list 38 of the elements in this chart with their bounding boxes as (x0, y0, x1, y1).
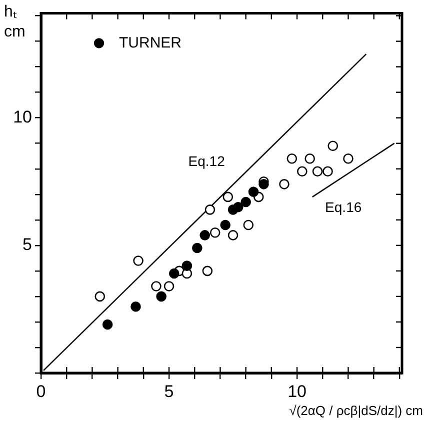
point (286, 154, 298, 164)
point (164, 281, 174, 292)
point (243, 220, 254, 230)
point (130, 302, 141, 312)
point (343, 154, 354, 164)
point (220, 220, 230, 230)
x-tick-label: 0 (36, 382, 46, 401)
point (248, 186, 259, 197)
series-label: Eq.16 (325, 198, 362, 215)
point (102, 319, 113, 330)
point (182, 260, 192, 271)
point (312, 166, 323, 177)
point (297, 166, 308, 177)
x-axis-title: √(2αQ / ρcβ|dS/dz|) cm (289, 403, 423, 418)
point (204, 204, 216, 215)
point (200, 230, 210, 240)
legend-label: TURNER (119, 34, 182, 52)
point (232, 202, 244, 212)
point (202, 266, 213, 276)
point (133, 256, 144, 266)
point (322, 166, 333, 177)
point (151, 281, 162, 292)
point (192, 242, 202, 254)
point (328, 140, 338, 152)
point (304, 154, 315, 164)
point (228, 230, 238, 240)
x-tick-label: 5 (164, 382, 174, 401)
point (258, 179, 269, 190)
y-axis-title: hₜ cm (4, 3, 26, 40)
point (210, 228, 220, 238)
series-label: Eq.12 (188, 153, 226, 170)
x-tick-label: 10 (288, 382, 306, 401)
point (156, 291, 166, 302)
point (222, 192, 234, 202)
point (168, 268, 180, 279)
point (279, 179, 290, 190)
point (240, 196, 251, 208)
point (94, 291, 106, 302)
